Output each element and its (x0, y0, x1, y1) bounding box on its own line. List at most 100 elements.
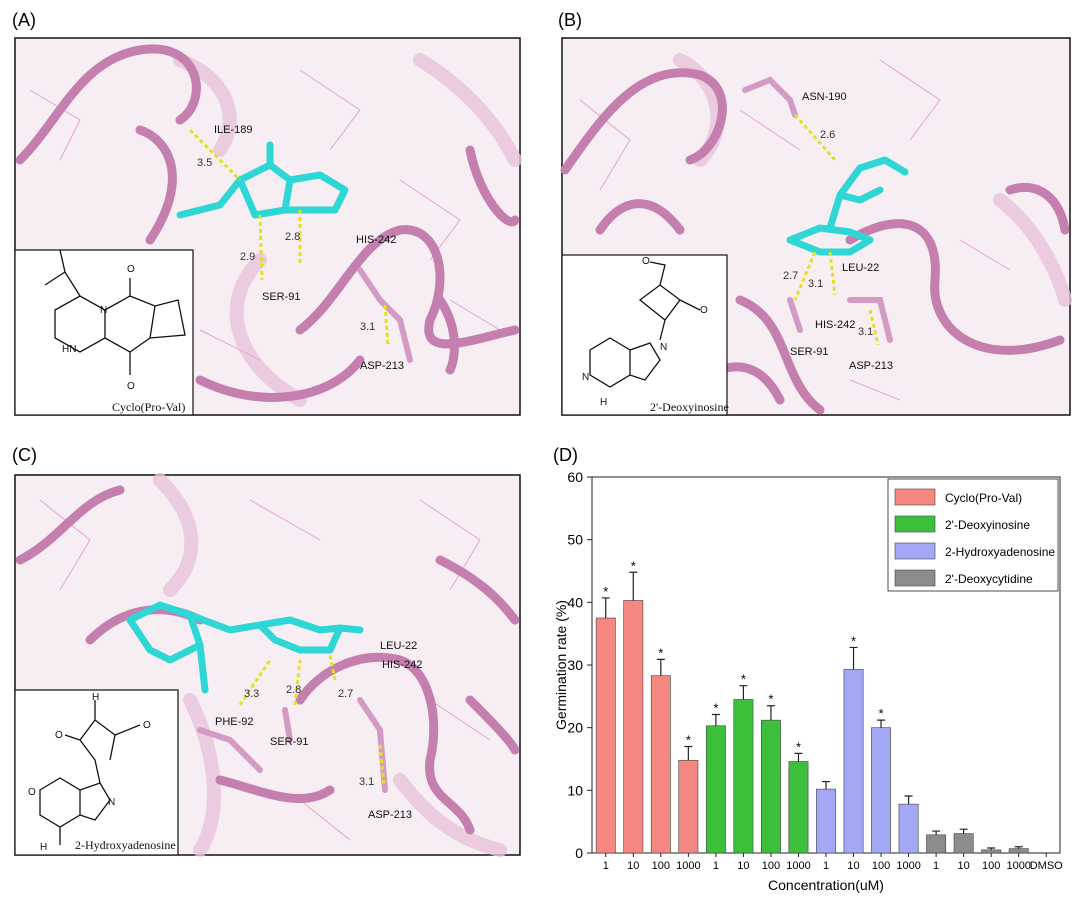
legend-swatch (894, 488, 936, 506)
significance-label: * (713, 701, 718, 716)
ribbon (153, 473, 507, 857)
x-tick-label: 100 (872, 860, 890, 872)
bar (705, 725, 726, 854)
error-bar (877, 719, 886, 728)
y-tick-label: 40 (567, 594, 583, 610)
x-tick-label: 1 (933, 860, 939, 872)
panel-label: (D) (553, 445, 578, 465)
inset (14, 689, 179, 856)
wire (39, 499, 491, 841)
structure (39, 700, 141, 845)
inset-caption: 2-Hydroxyadenosine (75, 838, 176, 852)
significance-label: * (658, 645, 663, 660)
ligand (126, 601, 364, 694)
inset-caption: Cyclo(Pro-Val) (112, 400, 185, 414)
side-chain (197, 697, 388, 793)
x-tick-label: 10 (958, 860, 970, 872)
atom-label: O (127, 381, 135, 392)
residue-label: HIS-242 (815, 319, 855, 331)
bar-chart: Concentration(uM) Germination rate (%) 0… (553, 469, 1063, 893)
x-tick-label: 10 (627, 860, 639, 872)
bar (953, 833, 974, 854)
distance-label: 3.5 (197, 157, 212, 169)
error-bar (684, 745, 693, 761)
x-tick-label: 1 (823, 860, 829, 872)
docking-panel-c: H O O O N H 2-Hydroxyadenosine PHE-92 SE… (14, 473, 521, 857)
residue-label: PHE-92 (215, 716, 254, 728)
distance-label: 2.8 (286, 684, 301, 696)
bar (898, 803, 919, 854)
distance-label: 2.8 (285, 231, 300, 243)
bar (871, 727, 891, 854)
x-tick-label: 100 (652, 860, 670, 872)
side-chain (357, 267, 413, 363)
legend-label: 2'-Deoxycytidine (945, 572, 1033, 586)
x-tick-label: 1000 (896, 860, 920, 872)
bar (733, 699, 754, 854)
legend-label: 2-Hydroxyadenosine (945, 545, 1055, 559)
atom-label: N (582, 372, 589, 383)
error-bar (959, 828, 968, 834)
error-bar (932, 830, 941, 835)
bar (816, 788, 836, 854)
x-tick-label: DMSO (1030, 860, 1063, 872)
bar (981, 849, 1002, 854)
distance-label: 3.3 (244, 688, 259, 700)
distance-label: 2.6 (820, 129, 835, 141)
residue-label: SER-91 (270, 736, 309, 748)
bar (678, 759, 699, 854)
x-axis-label: Concentration(uM) (768, 877, 884, 893)
panel-label: (C) (12, 445, 37, 465)
y-tick-label: 0 (575, 845, 583, 861)
atom-label: HN (62, 344, 76, 355)
h-bond (793, 114, 880, 346)
inset-caption: 2'-Deoxyinosine (650, 400, 729, 414)
backbone (15, 44, 520, 402)
bar (761, 719, 781, 854)
atom-label: N (660, 342, 667, 353)
ligand (786, 156, 909, 256)
atom-label: N (100, 305, 107, 316)
atom-label: O (55, 730, 63, 741)
significance-label: * (879, 706, 884, 721)
bar (623, 600, 644, 854)
error-bar (822, 780, 830, 790)
y-axis-label: Germination rate (%) (553, 600, 569, 730)
legend-label: Cyclo(Pro-Val) (945, 491, 1022, 505)
significance-label: * (741, 672, 746, 687)
y-tick-label: 30 (567, 657, 583, 673)
residue-label: ASP-213 (368, 809, 412, 821)
distance-label: 3.1 (360, 321, 375, 333)
distance-label: 3.1 (359, 776, 374, 788)
legend-label: 2'-Deoxyinosine (945, 518, 1030, 532)
atom-label: H (600, 397, 607, 408)
bar (926, 834, 947, 854)
ligand (176, 141, 349, 219)
atom-label: N (108, 797, 115, 808)
residue-label: HIS-242 (382, 659, 422, 671)
y-tick-label: 60 (567, 469, 583, 485)
atom-label: O (700, 305, 708, 316)
inset (14, 249, 194, 416)
x-tick-label: 10 (847, 860, 859, 872)
significance-label: * (796, 739, 801, 754)
distance-label: 2.9 (240, 251, 255, 263)
legend-swatch (894, 542, 936, 560)
error-bar (711, 713, 720, 726)
error-bar (904, 795, 913, 805)
bar (788, 761, 809, 854)
residue-label: ILE-189 (214, 124, 253, 136)
x-tick-label: 1000 (676, 860, 700, 872)
x-tick-label: 1000 (786, 860, 810, 872)
y-tick-label: 20 (567, 720, 583, 736)
bar (843, 669, 864, 854)
atom-label: O (642, 256, 650, 267)
significance-label: * (851, 633, 856, 648)
distance-label: 2.7 (783, 270, 798, 282)
residue-label: ASP-213 (849, 360, 893, 372)
atom-label: H (92, 692, 99, 703)
distance-label: 3.1 (858, 326, 873, 338)
bar (650, 675, 671, 854)
distance-label: 2.7 (338, 688, 353, 700)
